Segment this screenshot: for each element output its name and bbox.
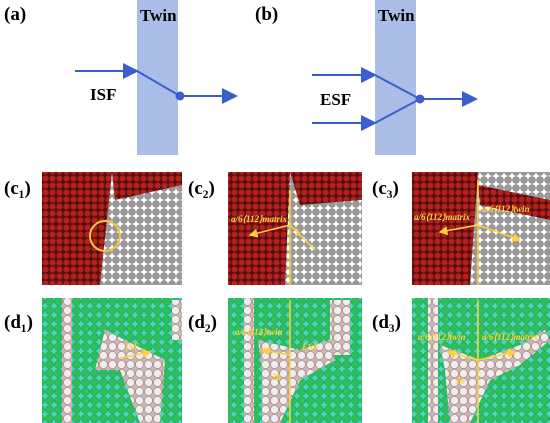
panel-c3: a/6⟨112⟩matrix a/6⟨112⟩twin (c₃) — [372, 172, 550, 285]
vector-arrow — [477, 349, 517, 361]
atom-region — [412, 172, 478, 285]
line — [136, 70, 181, 97]
atom-region — [428, 298, 438, 423]
atom-region — [244, 298, 254, 423]
panel-label: (d₂) — [188, 312, 217, 333]
atom-region — [258, 340, 335, 423]
fault-label: ESF — [301, 342, 319, 352]
highlight — [89, 220, 121, 252]
panel-d3: a/6⟨112⟩twin a/6⟨112⟩matrix 2b (d₃) — [372, 298, 550, 423]
line — [374, 74, 421, 100]
vector-arrow — [119, 349, 152, 359]
vector-label: a/6⟨112⟩twin — [482, 204, 530, 214]
atom-region — [62, 298, 72, 423]
vector-arrow — [446, 349, 479, 361]
vector-label: a/6⟨112⟩matrix — [414, 212, 471, 222]
panel-label: (a) — [4, 4, 26, 25]
vector-label: a/6⟨112⟩twin — [418, 332, 466, 342]
schematic-a: (a) Twin ISF — [4, 0, 238, 155]
schematic-b: (b) Twin ESF — [255, 0, 478, 155]
burgers-label: b — [296, 228, 301, 238]
fault-label: ESF — [320, 90, 351, 109]
line — [374, 98, 421, 124]
vector-label: a/6⟨112⟩matrix — [482, 332, 539, 342]
panel-d2: a/6⟨112⟩twin ESF 2b (d₂) — [188, 298, 362, 423]
vector-arrow — [438, 224, 479, 236]
burgers-label: 2b — [271, 372, 282, 382]
vector-label: a/6⟨112⟩twin — [235, 327, 283, 337]
panel-d1: ISF (d₁) — [4, 298, 182, 423]
twin-label: Twin — [140, 6, 177, 25]
panel-label: (b) — [255, 4, 278, 25]
twin-label: Twin — [378, 6, 415, 25]
vector-arrow — [260, 346, 291, 356]
vector-arrow — [248, 224, 291, 238]
panel-label: (c₂) — [188, 178, 215, 199]
atom-region — [478, 185, 550, 220]
atom-region — [172, 300, 182, 340]
panel-label: (c₁) — [4, 178, 31, 199]
burgers-label: 2b — [455, 376, 466, 386]
twin-band — [137, 0, 178, 155]
panel-c2: a/6⟨112⟩matrix b (c₂) — [188, 172, 362, 285]
atom-region — [290, 172, 362, 205]
atom-region — [440, 330, 550, 423]
panel-label: (c₃) — [372, 178, 399, 199]
atom-region — [228, 172, 290, 285]
panel-c1: (c₁) — [4, 172, 182, 285]
guide — [289, 224, 316, 251]
twin-band — [375, 0, 416, 155]
fault-label: ISF — [90, 85, 116, 104]
panel-label: (d₃) — [372, 312, 401, 333]
atom-region — [42, 172, 112, 285]
atom-region — [330, 300, 350, 355]
vector-label: a/6⟨112⟩matrix — [231, 214, 288, 224]
panel-label: (d₁) — [4, 312, 33, 333]
fault-label: ISF — [124, 342, 140, 352]
vector-arrow — [477, 224, 522, 242]
atom-region — [112, 172, 182, 200]
